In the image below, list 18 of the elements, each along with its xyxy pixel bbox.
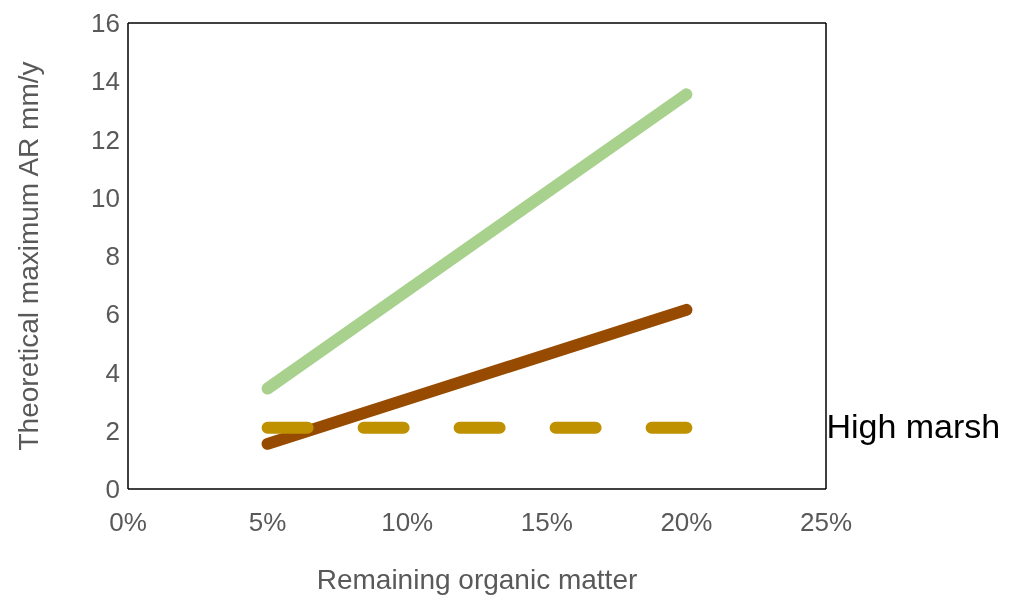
x-tick-label: 15%	[520, 507, 573, 538]
y-tick-label: 6	[105, 299, 120, 330]
y-tick-label: 4	[105, 357, 120, 388]
x-tick-label: 10%	[381, 507, 434, 538]
y-tick-label: 16	[91, 8, 120, 39]
x-axis-title: Remaining organic matter	[316, 564, 638, 595]
x-tick-label: 0%	[109, 507, 147, 538]
x-tick-label: 25%	[799, 507, 853, 538]
x-tick-label: 5%	[248, 507, 287, 538]
y-tick-label: 8	[105, 241, 120, 272]
y-tick-label: 0	[105, 474, 120, 505]
y-tick-label: 10	[91, 182, 120, 213]
x-tick-label: 20%	[660, 507, 713, 538]
y-axis-title: Theoretical maximum AR mm/y	[12, 61, 44, 451]
text: High marsh	[826, 406, 1001, 445]
y-tick-label: 14	[91, 66, 120, 97]
y-tick-label: 12	[91, 124, 120, 155]
y-tick-label: 2	[105, 415, 120, 446]
